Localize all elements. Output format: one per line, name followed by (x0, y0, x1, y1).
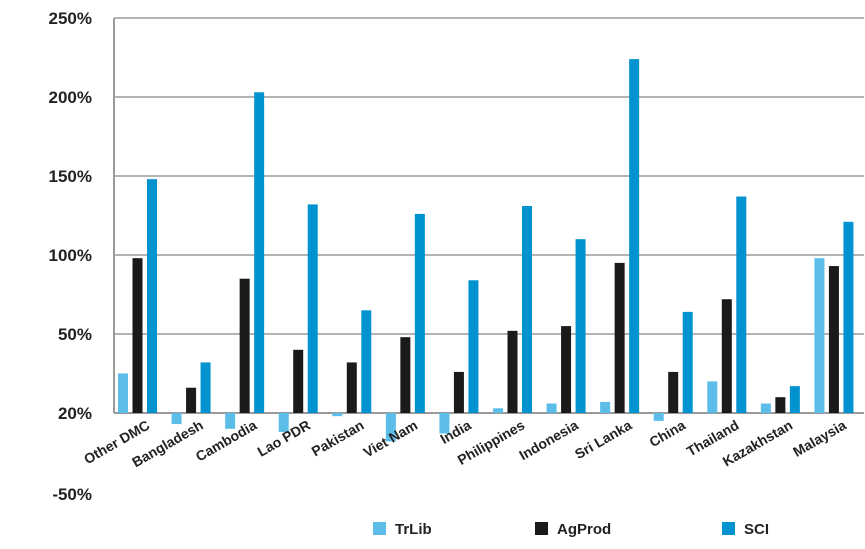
y-tick-labels: 250% 200% 150% 100% 50% 20% -50% (49, 9, 92, 504)
bar-agprod-pakistan (346, 362, 357, 413)
legend-label-agprod: AgProd (557, 521, 611, 538)
bar-sci-china (682, 311, 693, 413)
bar-sci-bangladesh (200, 362, 211, 413)
bar-agprod-kazakhstan (775, 397, 786, 413)
legend-label-trlib: TrLib (395, 521, 432, 538)
bar-agprod-cambodia (239, 278, 250, 413)
bar-sci-sri-lanka (629, 59, 640, 414)
gridlines (114, 17, 864, 335)
bar-agprod-china (668, 371, 679, 413)
bar-agprod-thailand (721, 299, 732, 413)
bar-agprod-viet-nam (400, 337, 411, 413)
bar-agprod-philippines (507, 330, 518, 413)
bars (118, 59, 854, 442)
y-tick-label: 200% (49, 88, 92, 107)
x-tick-label: Indonesia (516, 417, 581, 464)
bar-trlib-bangladesh (171, 413, 182, 425)
x-tick-label: Sri Lanka (572, 417, 635, 462)
bar-trlib-cambodia (225, 413, 236, 429)
bar-trlib-indonesia (546, 403, 557, 413)
bar-agprod-india (453, 371, 464, 413)
bar-agprod-lao-pdr (293, 349, 304, 413)
legend-swatch-trlib (373, 522, 386, 535)
y-tick-label: 100% (49, 246, 92, 265)
y-tick-label: 250% (49, 9, 92, 28)
bar-agprod-bangladesh (186, 387, 197, 413)
bar-sci-other-dmc (147, 179, 157, 413)
legend-label-sci: SCI (744, 521, 769, 538)
bar-sci-kazakhstan (789, 386, 800, 413)
bar-agprod-other-dmc (132, 258, 143, 413)
legend-swatch-agprod (535, 522, 548, 535)
y-tick-label: -50% (52, 485, 92, 504)
y-tick-label: 50% (58, 325, 92, 344)
x-tick-label: Malaysia (790, 417, 849, 460)
bar-sci-pakistan (361, 310, 372, 413)
bar-agprod-indonesia (561, 326, 572, 413)
bar-trlib-china (653, 413, 664, 421)
bar-trlib-kazakhstan (760, 403, 771, 413)
bar-trlib-thailand (707, 381, 718, 413)
bar-trlib-sri-lanka (600, 401, 611, 413)
bar-sci-lao-pdr (307, 204, 318, 413)
bar-sci-india (468, 280, 479, 413)
bar-trlib-pakistan (332, 413, 343, 417)
bar-sci-viet-nam (414, 213, 425, 413)
bar-sci-malaysia (843, 221, 854, 413)
bar-sci-cambodia (254, 92, 265, 413)
legend: TrLib AgProd SCI (373, 521, 769, 538)
x-tick-label: China (646, 417, 688, 450)
bar-trlib-viet-nam (385, 413, 396, 442)
bar-trlib-lao-pdr (278, 413, 289, 432)
y-tick-label: 150% (49, 167, 92, 186)
bar-trlib-india (439, 413, 450, 434)
legend-swatch-sci (722, 522, 735, 535)
bar-agprod-malaysia (828, 266, 839, 413)
x-tick-label: Pakistan (309, 417, 367, 460)
bar-trlib-philippines (493, 408, 503, 413)
bar-agprod-sri-lanka (614, 262, 625, 413)
axes (113, 18, 864, 414)
bar-trlib-other-dmc (118, 373, 128, 413)
bar-sci-thailand (736, 196, 747, 413)
bar-trlib-malaysia (814, 258, 825, 413)
bar-sci-philippines (522, 206, 532, 413)
y-tick-label: 20% (58, 404, 92, 423)
bar-sci-indonesia (575, 239, 586, 413)
